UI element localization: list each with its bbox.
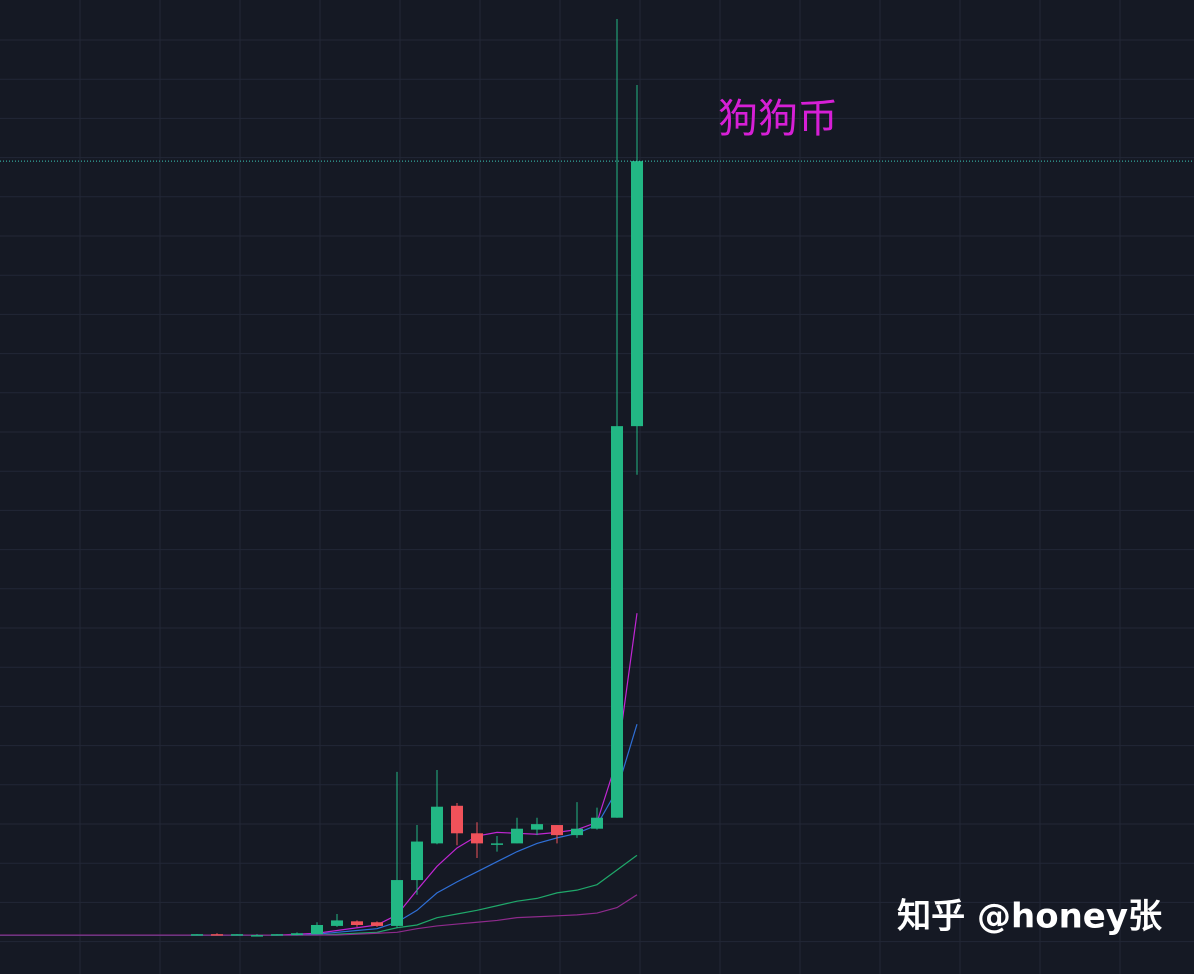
candle-body [411, 841, 423, 881]
candle-body [571, 828, 583, 836]
candle-body [451, 805, 463, 834]
candle-body [291, 933, 303, 936]
candle-body [331, 920, 343, 926]
candle-body [611, 426, 623, 818]
watermark: 知乎 @honey张 [897, 897, 1162, 937]
plot [0, 19, 1194, 937]
candle-body [511, 828, 523, 844]
candle-body [591, 817, 603, 829]
candle-body [551, 825, 563, 836]
candle-body [191, 934, 203, 936]
candle-body [311, 924, 323, 935]
candle-body [431, 806, 443, 844]
candle-body [211, 934, 223, 936]
candle-body [351, 921, 363, 925]
candle-body [631, 161, 643, 427]
annotation: 狗狗币 [718, 96, 838, 142]
candle-body [491, 843, 503, 845]
candle-body [471, 833, 483, 844]
candle-body [271, 934, 283, 936]
candle-body [251, 935, 263, 937]
candle-body [531, 824, 543, 830]
candle-body [371, 922, 383, 926]
candle-body [391, 880, 403, 926]
candle-body [231, 934, 243, 936]
